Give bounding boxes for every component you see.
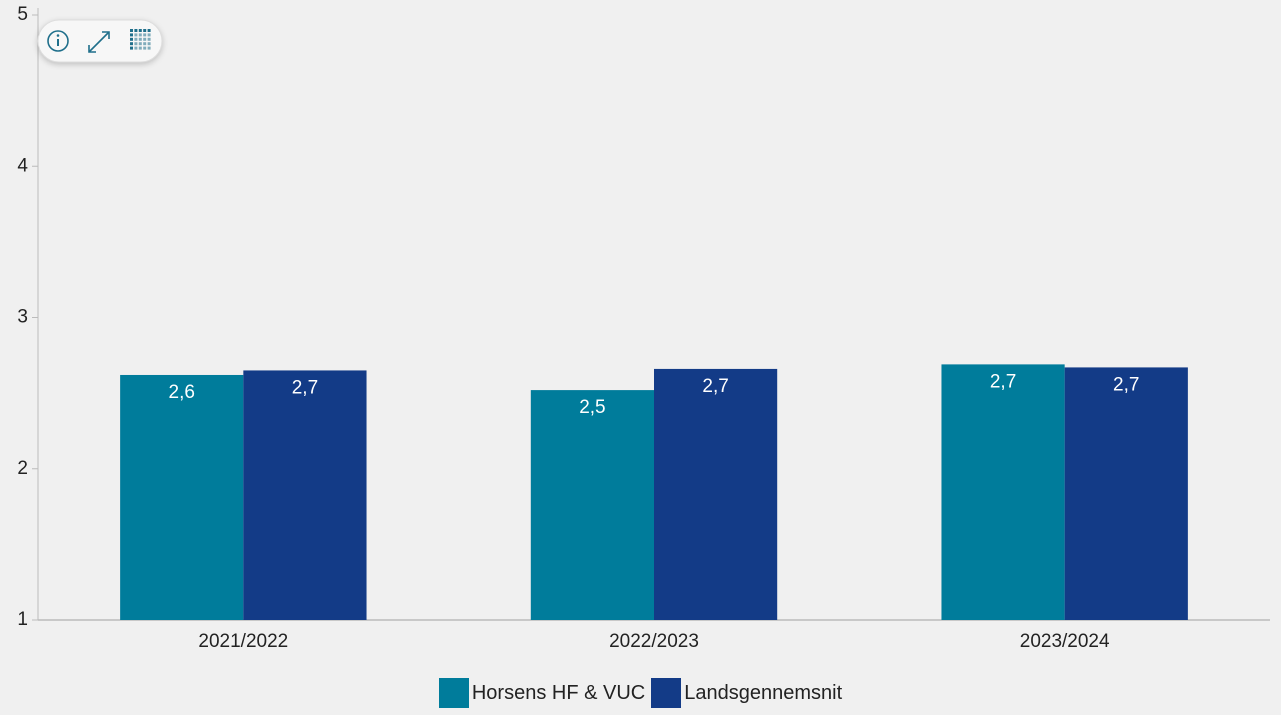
bar (941, 364, 1065, 620)
data-label: 2,7 (292, 377, 318, 398)
y-tick-label: 1 (17, 609, 28, 630)
y-tick-label: 4 (17, 155, 28, 176)
y-tick-label: 2 (17, 458, 28, 479)
bar (1064, 367, 1188, 620)
y-tick-label: 5 (17, 4, 28, 25)
bar (654, 368, 778, 620)
y-tick-label: 3 (17, 307, 28, 328)
chart: 1 2 3 4 5 2021/2022 2,6 2,7 2022/2023 2,5 2,7 2023/… (17, 4, 1270, 652)
legend-label: Landsgennemsnit (684, 681, 843, 704)
data-label: 2,5 (579, 397, 605, 418)
legend-label: Horsens HF & VUC (471, 681, 646, 704)
expand-button[interactable] (88, 31, 110, 53)
legend-item[interactable]: Landsgennemsnit (651, 678, 842, 708)
toolbar (37, 19, 163, 63)
x-tick-label: 2022/2023 (609, 631, 699, 652)
bar (530, 390, 654, 620)
table-button[interactable] (130, 29, 151, 50)
info-button[interactable] (47, 30, 69, 52)
bar (120, 374, 244, 620)
legend-item[interactable]: Horsens HF & VUC (438, 678, 646, 708)
bar (243, 370, 367, 620)
data-label: 2,7 (990, 371, 1016, 392)
legend: Horsens HF & VUC Landsgennemsnit (0, 678, 1281, 708)
data-label: 2,7 (702, 376, 728, 397)
data-label: 2,6 (169, 382, 195, 403)
legend-swatch (438, 678, 469, 708)
legend-swatch (651, 678, 682, 708)
data-label: 2,7 (1113, 374, 1139, 395)
x-tick-label: 2021/2022 (198, 631, 288, 652)
x-tick-label: 2023/2024 (1020, 631, 1110, 652)
